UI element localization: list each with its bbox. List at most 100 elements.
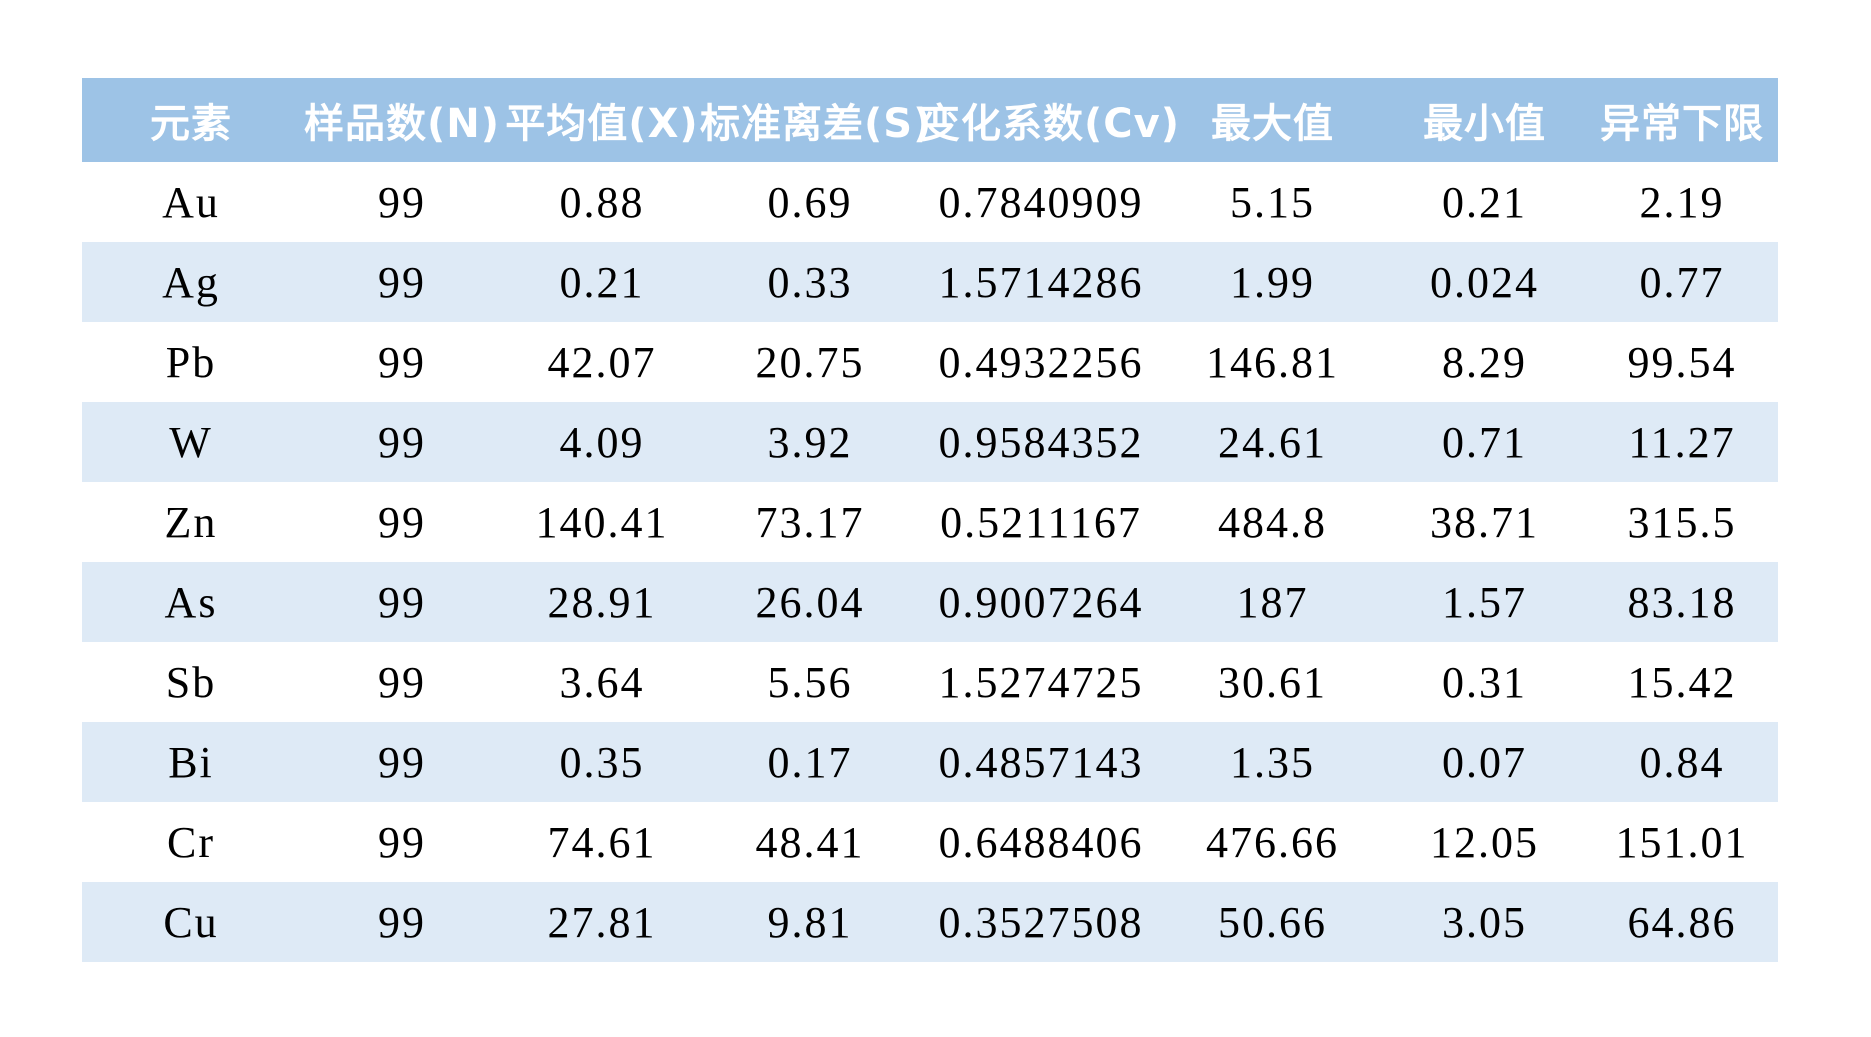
cell-max: 30.61 (1218, 657, 1327, 707)
table-row: W 99 4.09 3.92 0.9584352 24.61 0.71 11.27 (82, 402, 1778, 482)
table-row: Ag 99 0.21 0.33 1.5714286 1.99 0.024 0.77 (82, 242, 1778, 322)
table-row: Cu 99 27.81 9.81 0.3527508 50.66 3.05 64.86 (82, 882, 1778, 962)
cell-std-dev: 26.04 (755, 577, 865, 627)
element-statistics-table: 元素 样品数(N) 平均值(X) 标准离差(S) 变化系数(Cv) 最大值 最小… (82, 78, 1778, 962)
cell-anomaly-lower-limit: 15.42 (1627, 657, 1737, 707)
cell-cv: 0.9007264 (938, 577, 1144, 627)
cell-min: 1.57 (1442, 577, 1527, 627)
cell-anomaly-lower-limit: 315.5 (1627, 497, 1737, 547)
cell-min: 0.024 (1430, 257, 1539, 307)
cell-std-dev: 9.81 (767, 897, 853, 947)
cell-cv: 0.7840909 (938, 177, 1144, 227)
cell-std-dev: 3.92 (767, 417, 853, 467)
cell-cv: 0.4932256 (938, 337, 1144, 387)
cell-anomaly-lower-limit: 0.84 (1639, 737, 1725, 787)
cell-anomaly-lower-limit: 99.54 (1627, 337, 1737, 387)
cell-element: W (169, 417, 213, 467)
column-header-anomaly-lower-limit: 异常下限 (1586, 78, 1778, 162)
cell-mean: 28.91 (547, 577, 657, 627)
cell-mean: 0.21 (559, 257, 645, 307)
table-row: Au 99 0.88 0.69 0.7840909 5.15 0.21 2.19 (82, 162, 1778, 242)
cell-cv: 0.4857143 (938, 737, 1144, 787)
cell-max: 1.35 (1230, 737, 1315, 787)
cell-mean: 3.64 (559, 657, 645, 707)
cell-element: Bi (168, 737, 214, 787)
cell-min: 8.29 (1442, 337, 1527, 387)
cell-sample-count: 99 (378, 737, 426, 787)
cell-element: Cr (167, 817, 215, 867)
cell-max: 187 (1236, 577, 1309, 627)
cell-std-dev: 48.41 (755, 817, 865, 867)
cell-max: 5.15 (1230, 177, 1315, 227)
cell-sample-count: 99 (378, 257, 426, 307)
column-header-sample-count: 样品数(N) (300, 78, 504, 162)
column-header-max: 最大值 (1162, 78, 1383, 162)
cell-sample-count: 99 (378, 577, 426, 627)
cell-mean: 42.07 (547, 337, 657, 387)
cell-max: 484.8 (1218, 497, 1327, 547)
cell-mean: 140.41 (535, 497, 669, 547)
cell-element: Cu (163, 897, 219, 947)
cell-anomaly-lower-limit: 151.01 (1615, 817, 1749, 867)
table-row: Cr 99 74.61 48.41 0.6488406 476.66 12.05 151.01 (82, 802, 1778, 882)
cell-anomaly-lower-limit: 11.27 (1628, 417, 1736, 467)
table-header: 元素 样品数(N) 平均值(X) 标准离差(S) 变化系数(Cv) 最大值 最小… (82, 78, 1778, 162)
cell-anomaly-lower-limit: 2.19 (1639, 177, 1725, 227)
cell-sample-count: 99 (378, 177, 426, 227)
cell-anomaly-lower-limit: 64.86 (1627, 897, 1737, 947)
table-row: As 99 28.91 26.04 0.9007264 187 1.57 83.18 (82, 562, 1778, 642)
cell-element: Au (162, 177, 220, 227)
cell-std-dev: 0.33 (767, 257, 853, 307)
cell-max: 24.61 (1218, 417, 1327, 467)
cell-sample-count: 99 (378, 417, 426, 467)
cell-cv: 1.5714286 (938, 257, 1144, 307)
column-header-cv: 变化系数(Cv) (920, 78, 1179, 162)
cell-mean: 27.81 (547, 897, 657, 947)
cell-sample-count: 99 (378, 337, 426, 387)
cell-sample-count: 99 (378, 657, 426, 707)
cell-std-dev: 73.17 (755, 497, 865, 547)
cell-std-dev: 0.17 (767, 737, 853, 787)
cell-cv: 1.5274725 (938, 657, 1144, 707)
cell-min: 12.05 (1430, 817, 1539, 867)
column-header-mean: 平均值(X) (504, 78, 700, 162)
cell-element: Pb (165, 337, 217, 387)
cell-element: As (164, 577, 218, 627)
cell-element: Ag (162, 257, 220, 307)
cell-min: 0.71 (1442, 417, 1527, 467)
cell-min: 0.31 (1442, 657, 1527, 707)
column-header-element: 元素 (82, 78, 300, 162)
cell-element: Sb (165, 657, 217, 707)
table-row: Bi 99 0.35 0.17 0.4857143 1.35 0.07 0.84 (82, 722, 1778, 802)
column-header-std-dev: 标准离差(S) (700, 78, 931, 162)
cell-std-dev: 20.75 (755, 337, 865, 387)
table-row: Zn 99 140.41 73.17 0.5211167 484.8 38.71 315.5 (82, 482, 1778, 562)
cell-min: 3.05 (1442, 897, 1527, 947)
cell-min: 0.07 (1442, 737, 1527, 787)
cell-max: 50.66 (1218, 897, 1327, 947)
cell-std-dev: 5.56 (767, 657, 853, 707)
cell-sample-count: 99 (378, 897, 426, 947)
header-row: 元素 样品数(N) 平均值(X) 标准离差(S) 变化系数(Cv) 最大值 最小… (82, 78, 1778, 162)
cell-min: 38.71 (1430, 497, 1539, 547)
cell-element: Zn (164, 497, 218, 547)
cell-max: 146.81 (1206, 337, 1339, 387)
cell-cv: 0.6488406 (938, 817, 1144, 867)
cell-cv: 0.9584352 (938, 417, 1144, 467)
cell-mean: 0.88 (559, 177, 645, 227)
table-row: Pb 99 42.07 20.75 0.4932256 146.81 8.29 99.54 (82, 322, 1778, 402)
statistics-table-container: 元素 样品数(N) 平均值(X) 标准离差(S) 变化系数(Cv) 最大值 最小… (82, 78, 1778, 962)
cell-max: 476.66 (1206, 817, 1339, 867)
table-row: Sb 99 3.64 5.56 1.5274725 30.61 0.31 15.42 (82, 642, 1778, 722)
cell-mean: 4.09 (559, 417, 645, 467)
cell-min: 0.21 (1442, 177, 1527, 227)
cell-sample-count: 99 (378, 817, 426, 867)
cell-anomaly-lower-limit: 83.18 (1627, 577, 1737, 627)
cell-mean: 0.35 (559, 737, 645, 787)
cell-cv: 0.3527508 (938, 897, 1144, 947)
cell-mean: 74.61 (547, 817, 657, 867)
cell-std-dev: 0.69 (767, 177, 853, 227)
cell-sample-count: 99 (378, 497, 426, 547)
cell-cv: 0.5211167 (940, 497, 1142, 547)
cell-max: 1.99 (1230, 257, 1315, 307)
